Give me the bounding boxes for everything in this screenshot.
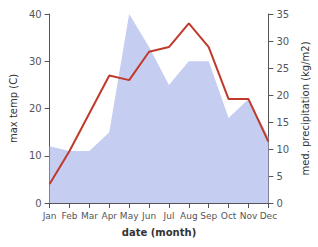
svg-text:15: 15 [276,117,289,128]
svg-text:Jun: Jun [141,211,156,221]
svg-text:20: 20 [29,103,42,114]
svg-text:Feb: Feb [62,211,78,221]
svg-text:Jan: Jan [42,211,57,221]
svg-text:25: 25 [276,63,289,74]
svg-text:10: 10 [276,144,289,155]
svg-text:20: 20 [276,90,289,101]
svg-text:Mar: Mar [81,211,98,221]
svg-text:5: 5 [276,171,282,182]
svg-text:35: 35 [276,9,289,20]
svg-text:Aug: Aug [180,211,198,221]
svg-text:30: 30 [276,36,289,47]
svg-text:Oct: Oct [221,211,237,221]
svg-text:med. precipitation (kg/m2): med. precipitation (kg/m2) [300,41,311,175]
svg-text:Jul: Jul [163,211,175,221]
svg-text:30: 30 [29,56,42,67]
svg-text:Apr: Apr [101,211,117,221]
svg-text:Sep: Sep [200,211,217,221]
svg-text:Dec: Dec [260,211,277,221]
svg-text:40: 40 [29,9,42,20]
svg-text:Nov: Nov [240,211,258,221]
svg-text:max temp (C): max temp (C) [8,74,19,143]
svg-text:10: 10 [29,150,42,161]
svg-text:date (month): date (month) [122,227,196,238]
svg-text:May: May [120,211,139,221]
svg-text:0: 0 [276,198,282,209]
svg-text:0: 0 [35,198,41,209]
